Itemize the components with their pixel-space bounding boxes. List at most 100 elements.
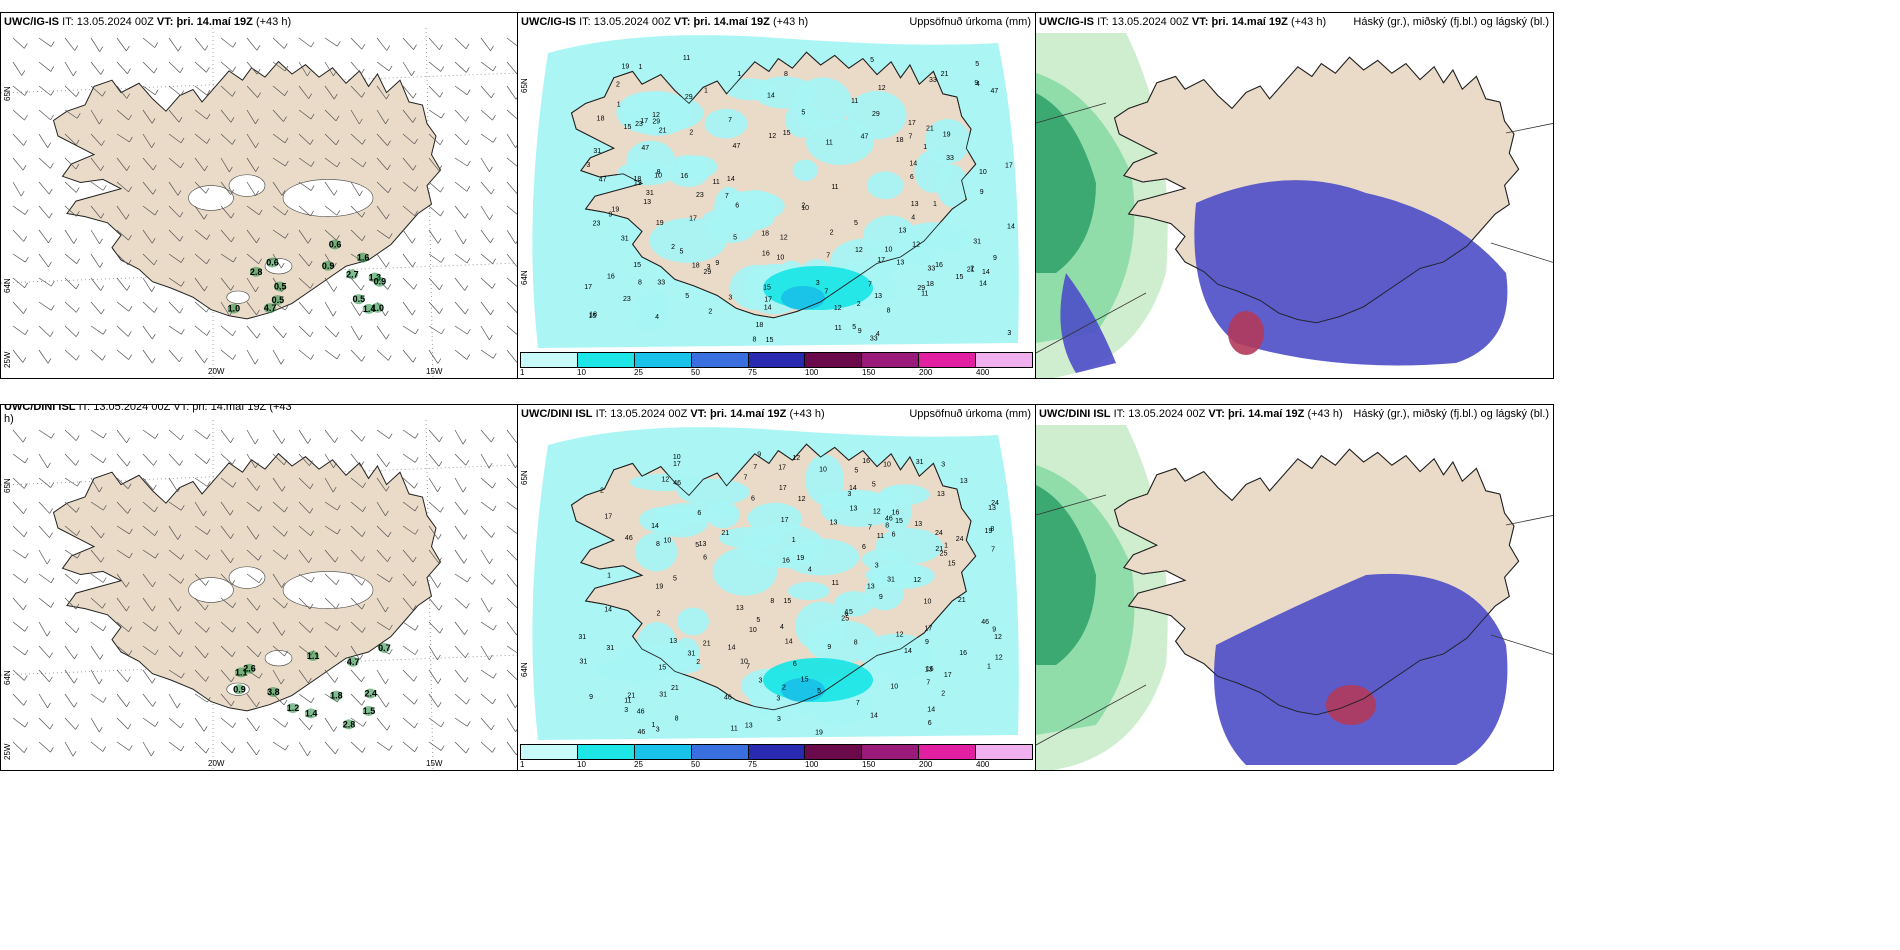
svg-text:46: 46 [885, 516, 893, 523]
colorbar-box [862, 745, 920, 759]
svg-text:1: 1 [704, 87, 708, 94]
svg-text:11: 11 [624, 697, 631, 704]
svg-text:3: 3 [816, 280, 820, 287]
svg-text:0.5: 0.5 [274, 281, 287, 291]
svg-text:10: 10 [819, 467, 827, 474]
svg-text:7: 7 [926, 680, 930, 687]
lat-label-65n: 65N [3, 86, 12, 101]
svg-text:1.1: 1.1 [307, 651, 320, 661]
svg-text:31: 31 [579, 658, 587, 665]
svg-text:1: 1 [639, 64, 643, 71]
svg-text:12: 12 [855, 247, 863, 254]
svg-text:17: 17 [908, 120, 916, 127]
svg-text:5: 5 [733, 234, 737, 241]
svg-text:33: 33 [946, 155, 954, 162]
colorbar-tick: 50 [691, 368, 700, 377]
svg-text:24: 24 [991, 500, 999, 507]
wind-map: 1.1 1.8 3.8 0.9 2.6 1.2 4.7 1.5 1.4 2.4 1.1 0.7 2.8 [1, 419, 517, 770]
svg-text:14: 14 [728, 644, 736, 651]
svg-text:9: 9 [925, 639, 929, 646]
svg-text:9: 9 [974, 80, 978, 87]
svg-text:16: 16 [926, 666, 934, 673]
svg-text:9: 9 [858, 328, 862, 335]
precip-panel-row2: UWC/DINI ISL IT: 13.05.2024 00Z VT: þri.… [517, 404, 1036, 771]
svg-text:1.2: 1.2 [287, 703, 300, 713]
svg-text:25: 25 [940, 550, 948, 557]
svg-text:24: 24 [956, 536, 964, 543]
precip-colorbar: 1 10 25 50 75 100 150 200 400 [518, 742, 1035, 770]
svg-text:8: 8 [656, 541, 660, 548]
svg-text:12: 12 [834, 305, 842, 312]
svg-text:47: 47 [733, 143, 741, 150]
wind-panel-header: UWC/DINI ISL IT: 13.05.2024 00Z VT: þri.… [4, 404, 292, 425]
svg-text:6: 6 [751, 496, 755, 503]
svg-text:2.7: 2.7 [346, 269, 359, 279]
svg-text:6: 6 [892, 532, 896, 539]
precip-panel-row1: UWC/IG-IS IT: 13.05.2024 00Z VT: þri. 14… [517, 12, 1036, 379]
colorbar-box [691, 745, 749, 759]
svg-text:15: 15 [783, 130, 791, 137]
svg-text:18: 18 [761, 230, 769, 237]
colorbar-tick: 25 [634, 368, 643, 377]
svg-text:1.3: 1.3 [369, 273, 382, 283]
svg-text:21: 21 [659, 128, 667, 135]
svg-text:5: 5 [679, 248, 683, 255]
svg-text:3: 3 [875, 562, 879, 569]
svg-text:3: 3 [707, 264, 711, 271]
svg-text:46: 46 [625, 535, 633, 542]
svg-text:3: 3 [848, 491, 852, 498]
svg-text:0.9: 0.9 [322, 261, 335, 271]
svg-text:0.5: 0.5 [272, 295, 285, 305]
svg-text:11: 11 [831, 184, 838, 191]
svg-text:10: 10 [777, 255, 785, 262]
svg-text:18: 18 [926, 281, 934, 288]
svg-text:33: 33 [657, 279, 665, 286]
svg-text:21: 21 [703, 641, 711, 648]
svg-text:11: 11 [832, 580, 839, 587]
cloud-title: Háský (gr.), miðský (fj.bl.) og lágský (… [1353, 16, 1549, 28]
svg-text:3: 3 [586, 162, 590, 169]
svg-text:8: 8 [753, 337, 757, 344]
svg-text:31: 31 [578, 634, 586, 641]
svg-text:2: 2 [671, 244, 675, 251]
svg-text:29: 29 [652, 119, 660, 126]
svg-text:2: 2 [782, 685, 786, 692]
colorbar-tick: 50 [691, 760, 700, 769]
precip-title: Uppsöfnuð úrkoma (mm) [909, 16, 1031, 28]
colorbar-box [634, 745, 692, 759]
svg-text:13: 13 [736, 605, 744, 612]
svg-text:5: 5 [801, 110, 805, 117]
precip-title: Uppsöfnuð úrkoma (mm) [909, 408, 1031, 420]
svg-text:1: 1 [923, 144, 927, 151]
colorbar-tick: 400 [976, 760, 990, 769]
lat-label-65n: 65N [3, 478, 12, 493]
svg-text:10: 10 [654, 173, 662, 180]
svg-text:14: 14 [727, 176, 735, 183]
cloud-panel-header: UWC/IG-IS IT: 13.05.2024 00Z VT: þri. 14… [1039, 16, 1327, 28]
colorbar-tick: 200 [919, 760, 933, 769]
svg-text:12: 12 [798, 496, 806, 503]
svg-text:6: 6 [844, 611, 848, 618]
svg-text:5: 5 [854, 220, 858, 227]
svg-text:2.4: 2.4 [364, 688, 377, 698]
svg-text:11: 11 [877, 533, 884, 540]
svg-text:9: 9 [608, 212, 612, 219]
cloud-panel-row1: UWC/IG-IS IT: 13.05.2024 00Z VT: þri. 14… [1035, 12, 1554, 379]
svg-text:16: 16 [680, 173, 688, 180]
svg-text:3: 3 [728, 294, 732, 301]
svg-text:3.8: 3.8 [267, 687, 280, 697]
lon-label-15w: 15W [426, 759, 443, 768]
svg-text:13: 13 [899, 228, 907, 235]
lat-label-65n: 65N [520, 78, 529, 93]
svg-text:18: 18 [692, 263, 700, 270]
svg-text:7: 7 [725, 193, 729, 200]
svg-text:23: 23 [635, 121, 643, 128]
svg-text:8: 8 [887, 307, 891, 314]
svg-text:10: 10 [801, 205, 809, 212]
svg-text:3: 3 [941, 461, 945, 468]
cloud-panel-row2: UWC/DINI ISL IT: 13.05.2024 00Z VT: þri.… [1035, 404, 1554, 771]
colorbar-tick: 150 [862, 368, 876, 377]
svg-text:15: 15 [784, 598, 792, 605]
svg-text:3: 3 [1007, 330, 1011, 337]
svg-text:2: 2 [970, 265, 974, 272]
